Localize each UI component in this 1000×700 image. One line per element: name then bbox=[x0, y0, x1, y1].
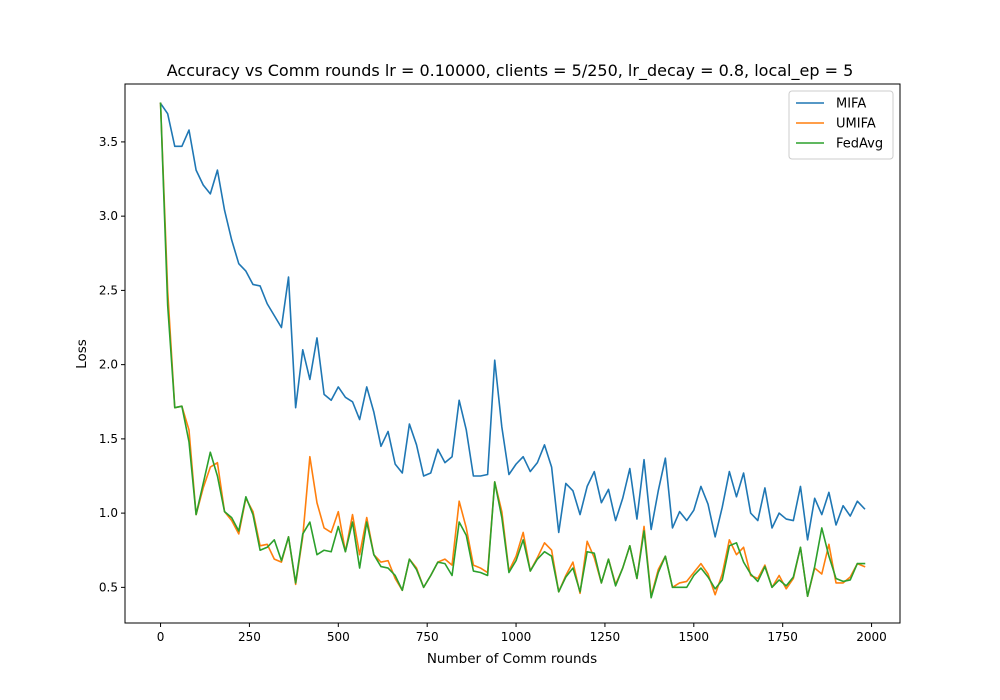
y-tick-label: 1.5 bbox=[99, 432, 118, 446]
y-tick-label: 0.5 bbox=[99, 580, 118, 594]
series-line-fedavg bbox=[159, 102, 866, 599]
legend-box bbox=[788, 90, 894, 160]
y-tick-label: 1.0 bbox=[99, 506, 118, 520]
x-axis-label: Number of Comm rounds bbox=[427, 651, 597, 667]
y-tick-label: 3.0 bbox=[99, 209, 118, 223]
x-tick-label: 2000 bbox=[856, 630, 887, 644]
y-tick-label: 2.5 bbox=[99, 283, 118, 297]
y-axis-label: Loss bbox=[74, 339, 90, 369]
y-tick-label: 2.0 bbox=[99, 358, 118, 372]
x-tick-label: 1000 bbox=[501, 630, 532, 644]
y-tick-label: 3.5 bbox=[99, 135, 118, 149]
x-tick-label: 1750 bbox=[767, 630, 798, 644]
x-tick-label: 500 bbox=[327, 630, 350, 644]
legend: MIFA UMIFA FedAvg bbox=[788, 90, 894, 160]
x-tick-label: 1500 bbox=[679, 630, 710, 644]
y-axis-ticks: 0.5 1.0 1.5 2.0 2.5 3.0 3.5 bbox=[99, 135, 125, 594]
plot-lines bbox=[159, 102, 866, 599]
x-tick-label: 1250 bbox=[590, 630, 621, 644]
series-line-mifa bbox=[159, 102, 866, 541]
legend-label-mifa: MIFA bbox=[836, 97, 866, 112]
x-tick-label: 0 bbox=[157, 630, 165, 644]
legend-label-umifa: UMIFA bbox=[836, 117, 876, 132]
legend-label-fedavg: FedAvg bbox=[836, 137, 883, 152]
plot-frame bbox=[124, 83, 901, 624]
x-axis-ticks: 0 250 500 750 1000 1250 1500 1750 2000 bbox=[157, 623, 887, 644]
x-tick-label: 750 bbox=[416, 630, 439, 644]
series-line-umifa bbox=[159, 102, 866, 598]
chart-title: Accuracy vs Comm rounds lr = 0.10000, cl… bbox=[167, 61, 854, 81]
x-tick-label: 250 bbox=[238, 630, 261, 644]
